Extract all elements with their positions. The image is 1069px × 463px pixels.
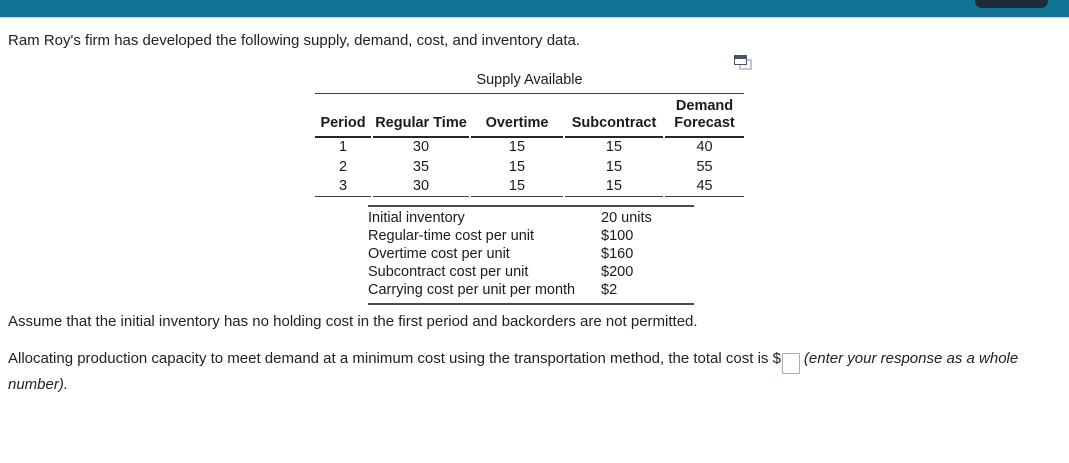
supply-table-caption: Supply Available [315, 70, 745, 94]
assumption-text: Assume that the initial inventory has no… [8, 313, 698, 330]
table-row: 3 30 15 15 45 [315, 177, 745, 197]
column-header-regular-time: Regular Time [373, 94, 469, 138]
cost-row-carrying-cost: Carrying cost per unit per month $2 [368, 281, 694, 299]
popup-window-icon-front [734, 55, 747, 65]
cell-subcontract: 15 [605, 139, 623, 156]
table-row: 2 35 15 15 55 [315, 157, 744, 177]
cost-row-regular-time-cost: Regular-time cost per unit $100 [368, 227, 694, 245]
cell-demand-forecast: 45 [665, 177, 745, 197]
cost-value: 20 units [601, 210, 652, 226]
table-row: 1 30 15 15 40 [315, 138, 744, 158]
total-cost-answer-input[interactable] [781, 352, 800, 374]
cell-regular-time: 35 [412, 158, 430, 175]
top-nav-button[interactable] [975, 0, 1048, 8]
column-header-period: Period [315, 94, 371, 138]
cost-value: $100 [601, 228, 634, 244]
cost-row-initial-inventory: Initial inventory 20 units [368, 209, 694, 227]
cost-value: $2 [601, 282, 618, 298]
column-header-demand-forecast: Demand Forecast [665, 94, 745, 138]
popup-window-icon[interactable] [734, 54, 752, 70]
cell-regular-time: 30 [412, 139, 430, 156]
cost-label: Regular-time cost per unit [368, 228, 535, 244]
cell-demand-forecast: 40 [696, 139, 713, 156]
cell-period: 2 [338, 158, 348, 175]
cell-overtime: 15 [508, 139, 526, 156]
cost-label: Subcontract cost per unit [368, 264, 529, 280]
supply-table: Supply Available Period Regular Time Ove… [313, 70, 746, 197]
cost-label: Initial inventory [368, 210, 465, 226]
cost-value: $160 [601, 246, 634, 262]
cell-demand-forecast: 55 [696, 158, 713, 175]
cell-subcontract: 15 [565, 177, 663, 197]
cell-regular-time: 30 [373, 177, 469, 197]
allocation-question: Allocating production capacity to meet d… [8, 348, 1038, 396]
cell-subcontract: 15 [605, 158, 623, 175]
cell-period: 1 [338, 139, 348, 156]
cost-table: Initial inventory 20 units Regular-time … [368, 205, 694, 305]
cell-overtime: 15 [471, 177, 563, 197]
cost-label: Overtime cost per unit [368, 246, 510, 262]
cost-label: Carrying cost per unit per month [368, 282, 576, 298]
cell-overtime: 15 [508, 158, 526, 175]
supply-table-caption-row: Supply Available [315, 70, 745, 94]
cell-period: 3 [315, 177, 371, 197]
allocation-prompt-text: Allocating production capacity to meet d… [8, 350, 781, 367]
cost-row-subcontract-cost: Subcontract cost per unit $200 [368, 263, 694, 281]
column-header-overtime: Overtime [471, 94, 563, 138]
cost-value: $200 [601, 264, 634, 280]
top-nav-bar [0, 0, 1069, 18]
question-intro-text: Ram Roy's firm has developed the followi… [8, 32, 581, 49]
cost-row-overtime-cost: Overtime cost per unit $160 [368, 245, 694, 263]
response-format-hint: (enter your response as a whole number). [8, 350, 1019, 393]
supply-table-header-row: Period Regular Time Overtime Subcontract… [315, 94, 745, 138]
column-header-subcontract: Subcontract [565, 94, 663, 138]
